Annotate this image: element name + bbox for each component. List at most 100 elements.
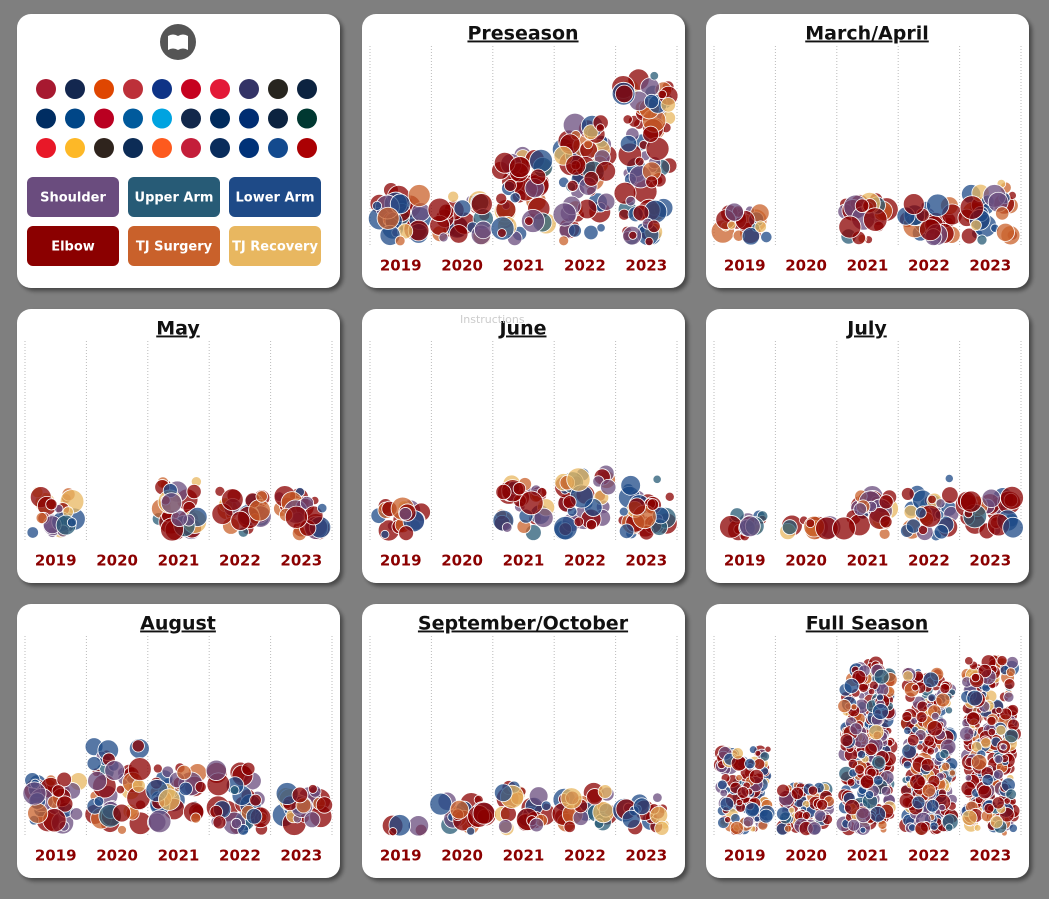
bubble[interactable]	[938, 803, 946, 812]
bubble[interactable]	[152, 763, 163, 774]
bubble[interactable]	[907, 733, 920, 747]
bubble[interactable]	[977, 663, 992, 679]
bubble[interactable]	[926, 720, 943, 737]
bubble[interactable]	[104, 760, 125, 781]
bubble[interactable]	[727, 220, 737, 230]
bubble[interactable]	[922, 671, 940, 688]
bubble[interactable]	[1003, 678, 1016, 690]
bubble[interactable]	[724, 202, 744, 222]
bubble[interactable]	[541, 800, 552, 811]
bubble[interactable]	[131, 778, 146, 793]
bubble[interactable]	[959, 195, 985, 220]
bubble[interactable]	[230, 510, 251, 531]
bubble[interactable]	[739, 515, 761, 538]
bubble[interactable]	[784, 824, 793, 833]
bubble[interactable]	[872, 703, 889, 720]
bubble[interactable]	[307, 784, 318, 794]
bubble[interactable]	[583, 224, 599, 241]
bubble[interactable]	[652, 792, 663, 803]
bubble[interactable]	[178, 781, 193, 796]
legend-button[interactable]	[128, 177, 220, 217]
bubble[interactable]	[255, 490, 268, 503]
bubble[interactable]	[632, 204, 650, 222]
bubble[interactable]	[493, 783, 513, 802]
bubble[interactable]	[380, 529, 390, 539]
bubble[interactable]	[959, 726, 975, 742]
bubble[interactable]	[855, 807, 872, 824]
bubble[interactable]	[291, 786, 309, 804]
bubble[interactable]	[973, 824, 982, 832]
team-logo[interactable]	[297, 138, 317, 158]
bubble[interactable]	[977, 784, 993, 800]
bubble[interactable]	[961, 809, 978, 826]
bubble[interactable]	[926, 747, 935, 756]
bubble[interactable]	[867, 687, 876, 696]
legend-button[interactable]	[27, 177, 119, 217]
bubble[interactable]	[764, 745, 772, 753]
bubble[interactable]	[966, 689, 983, 707]
bubble[interactable]	[986, 715, 997, 727]
bubble[interactable]	[230, 817, 243, 830]
bubble[interactable]	[995, 206, 1010, 221]
bubble[interactable]	[776, 783, 790, 798]
bubble[interactable]	[657, 89, 667, 100]
bubble[interactable]	[759, 751, 770, 762]
bubble[interactable]	[983, 802, 995, 814]
bubble[interactable]	[453, 199, 472, 218]
bubble[interactable]	[660, 97, 676, 113]
bubble[interactable]	[915, 506, 927, 519]
bubble[interactable]	[807, 785, 819, 796]
bubble[interactable]	[614, 84, 634, 104]
bubble[interactable]	[407, 815, 430, 837]
bubble[interactable]	[995, 222, 1015, 242]
bubble[interactable]	[583, 139, 593, 150]
bubble[interactable]	[245, 808, 263, 825]
team-logo[interactable]	[123, 138, 143, 158]
bubble[interactable]	[376, 206, 400, 230]
team-logo[interactable]	[268, 108, 288, 129]
team-logo[interactable]	[123, 79, 143, 99]
bubble[interactable]	[923, 735, 935, 747]
bubble[interactable]	[976, 234, 988, 246]
bubble[interactable]	[470, 193, 493, 216]
bubble[interactable]	[69, 807, 84, 821]
bubble[interactable]	[996, 655, 1008, 667]
bubble[interactable]	[190, 812, 202, 824]
bubble[interactable]	[56, 795, 74, 813]
bubble[interactable]	[66, 517, 77, 528]
bubble[interactable]	[447, 190, 460, 203]
bubble[interactable]	[869, 805, 887, 823]
bubble[interactable]	[970, 219, 982, 232]
bubble[interactable]	[941, 486, 959, 504]
bubble[interactable]	[625, 195, 637, 207]
bubble[interactable]	[807, 821, 822, 836]
bubble[interactable]	[566, 179, 579, 192]
bubble[interactable]	[315, 796, 334, 814]
bubble[interactable]	[560, 787, 583, 810]
bubble[interactable]	[839, 733, 854, 747]
bubble[interactable]	[508, 156, 531, 179]
bubble[interactable]	[1008, 823, 1018, 833]
bubble[interactable]	[927, 494, 937, 505]
bubble[interactable]	[147, 809, 172, 834]
bubble[interactable]	[859, 774, 875, 789]
bubble[interactable]	[573, 516, 585, 528]
bubble[interactable]	[186, 483, 202, 500]
bubble[interactable]	[533, 507, 554, 528]
bubble[interactable]	[633, 797, 651, 816]
bubble[interactable]	[816, 798, 829, 811]
bubble[interactable]	[805, 518, 816, 529]
bubble[interactable]	[56, 771, 72, 788]
team-logo[interactable]	[210, 108, 230, 129]
bubble[interactable]	[221, 488, 244, 511]
bubble[interactable]	[781, 519, 798, 536]
bubble[interactable]	[964, 774, 973, 782]
bubble[interactable]	[837, 699, 852, 714]
bubble[interactable]	[879, 515, 893, 529]
bubble[interactable]	[619, 134, 638, 153]
bubble[interactable]	[1000, 485, 1024, 510]
bubble[interactable]	[742, 815, 755, 828]
bubble[interactable]	[248, 498, 271, 522]
bubble[interactable]	[161, 765, 174, 778]
team-logo[interactable]	[94, 108, 114, 129]
